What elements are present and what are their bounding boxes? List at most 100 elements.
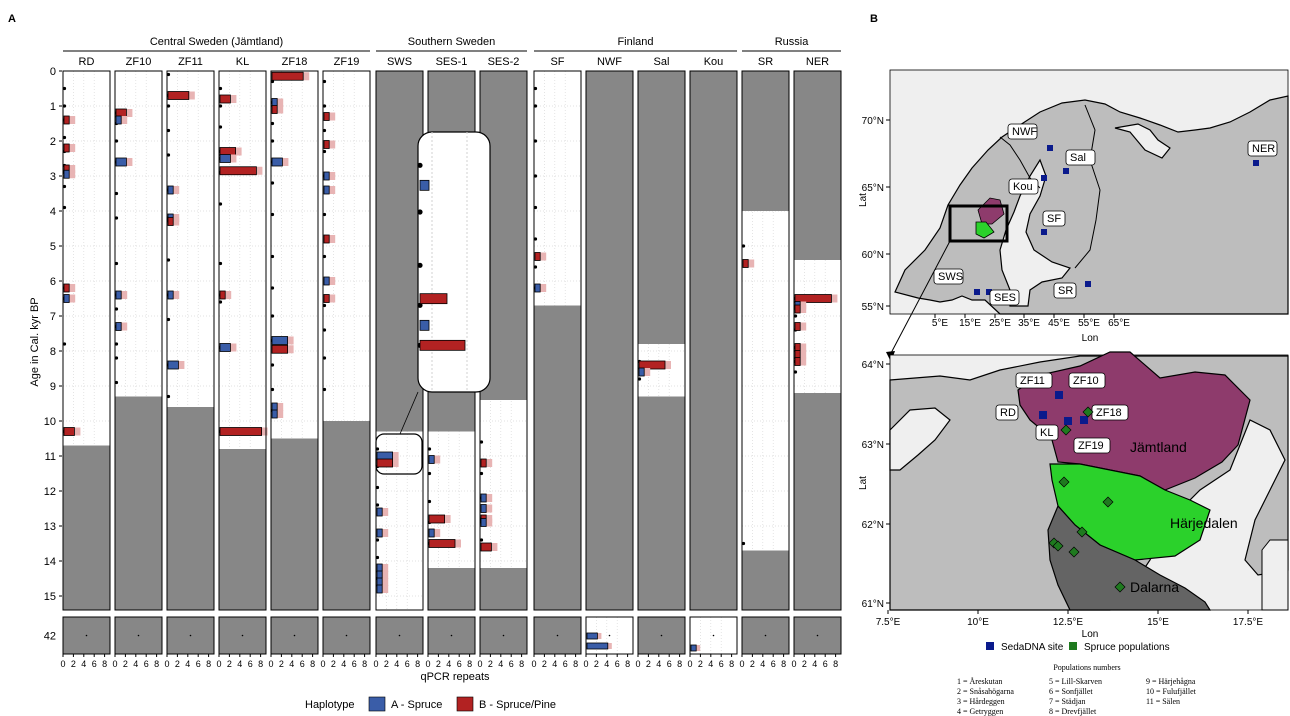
x-tick-label: 8 xyxy=(833,659,838,669)
x-tick-label: 2 xyxy=(802,659,807,669)
no-data-top-NWF xyxy=(586,71,633,610)
dt-site-label-ZF18: ZF18 xyxy=(1096,407,1122,419)
sample-point-ZF10 xyxy=(114,356,119,360)
facet-frame-Sal xyxy=(637,70,686,611)
x-tick-label: 8 xyxy=(102,659,107,669)
no-data-bottom-SES-2 xyxy=(480,568,527,610)
facet-42-frame-NWF xyxy=(585,616,634,655)
sample-point-ZF18 xyxy=(270,139,275,143)
facet-RD xyxy=(62,70,111,611)
bar-A-ZF18 xyxy=(271,336,289,345)
sample-point-ZF10 xyxy=(114,307,119,311)
zoom-bar-A xyxy=(419,179,430,191)
site-header-ZF19: ZF19 xyxy=(334,56,360,68)
x-tick-label: 4 xyxy=(237,659,242,669)
sample-point-ZF19 xyxy=(322,149,327,154)
legend-spruce-swatch xyxy=(1069,642,1077,650)
facet-42-frame-SWS xyxy=(375,616,424,655)
legend-label-a: A - Spruce xyxy=(391,699,442,711)
bar-A-ZF11 xyxy=(167,185,174,195)
bar42-A-NWF xyxy=(586,642,609,650)
no-data-bottom-KL xyxy=(219,449,266,610)
sample-point-ZF10 xyxy=(114,261,119,266)
site-header-NER: NER xyxy=(806,56,829,68)
x-tick-label: 4 xyxy=(812,659,817,669)
x-tick-label: 2 xyxy=(436,659,441,669)
region-header-3: Russia xyxy=(775,36,810,48)
spruce-population-marker xyxy=(1058,476,1070,488)
x-tick-label: 2 xyxy=(123,659,128,669)
ov-site-box-SES xyxy=(989,289,1020,306)
x-tick-label: 0 xyxy=(216,659,221,669)
y-tick-label-6: 6 xyxy=(50,276,56,288)
y-tick-label-14: 14 xyxy=(44,556,56,568)
sample-point-RD xyxy=(62,205,67,210)
bar-B-SES-1 xyxy=(428,514,446,524)
dt-site-label-RD: RD xyxy=(1000,407,1016,419)
x-tick-label: 6 xyxy=(92,659,97,669)
ov-site-box-Sal xyxy=(1065,149,1096,166)
x-tick-label: 6 xyxy=(352,659,357,669)
bar-B-SES-1 xyxy=(428,539,456,548)
ov-site-box-NER xyxy=(1247,140,1278,157)
population-item: 5 = Lill-Skarven xyxy=(1049,677,1102,686)
no-data-bottom-SF xyxy=(534,305,581,610)
sample-point-SF xyxy=(533,104,538,108)
bar-A-ZF18 xyxy=(271,157,283,167)
facet-42-Kou xyxy=(689,616,738,655)
bar-B-Sal xyxy=(638,360,666,370)
x-tick-label: 2 xyxy=(488,659,493,669)
dt-site-label-ZF10: ZF10 xyxy=(1073,375,1099,387)
x-tick-label: 4 xyxy=(133,659,138,669)
bar-A-RD xyxy=(63,169,70,179)
facet-ZF11 xyxy=(166,70,215,611)
overview-map: 5°E 15°E 25°E 35°E 45°E 55°E 65°E 70°N 65°N 60°N 5… xyxy=(862,69,1289,329)
y-tick-label-0: 0 xyxy=(50,66,56,78)
panel-a-label: A xyxy=(8,13,16,25)
ov-y-tick-label: 65°N xyxy=(862,183,884,194)
bar-A-KL xyxy=(219,154,231,163)
ov-x-tick-label: 45°E xyxy=(1048,318,1070,329)
y-tick-label-10: 10 xyxy=(44,416,56,428)
sample-point-SWS xyxy=(375,503,380,507)
bar-B-ZF19 xyxy=(323,112,330,121)
y-tick-label-3: 3 xyxy=(50,171,56,183)
facet-42-ZF11 xyxy=(166,616,215,655)
x-tick-label: 6 xyxy=(300,659,305,669)
site-header-SR: SR xyxy=(758,56,773,68)
facet-frame-ZF19 xyxy=(322,70,371,611)
sample-point-ZF19 xyxy=(322,128,327,133)
bar-A-SWS xyxy=(376,584,383,594)
bar-A-ZF18 xyxy=(271,409,278,419)
dt-site-label-ZF19: ZF19 xyxy=(1078,440,1104,452)
bar-B-NER xyxy=(794,304,801,314)
x-tick-label: 6 xyxy=(667,659,672,669)
y-tick-label-8: 8 xyxy=(50,346,56,358)
sample-point-ZF18 xyxy=(270,79,275,84)
sample-point-ZF11 xyxy=(166,72,171,77)
ov-site-box-Kou xyxy=(1008,178,1039,195)
facet-42-dot xyxy=(293,634,296,637)
ov-site-label-NER: NER xyxy=(1252,143,1275,155)
population-title: Populations numbers xyxy=(1053,663,1120,672)
facet-frame-KL xyxy=(218,70,267,611)
ov-site-marker-NER xyxy=(1253,160,1259,166)
finland-border xyxy=(1074,104,1101,269)
site-header-RD: RD xyxy=(79,56,95,68)
dt-y-tick-label: 61°N xyxy=(862,599,884,610)
no-data-bottom-SES-1 xyxy=(428,568,475,610)
harjedalen-overview xyxy=(975,221,995,239)
bar-B-NER xyxy=(794,357,801,366)
y-axis-title: Age in Cal. kyr BP xyxy=(29,297,41,386)
facet-frame-Kou xyxy=(689,70,738,611)
site-header-SWS: SWS xyxy=(387,56,412,68)
sample-point-ZF19 xyxy=(322,104,327,108)
bar-A-RD xyxy=(63,294,70,303)
facet-42-dot xyxy=(556,634,559,637)
region-header-2: Finland xyxy=(617,36,653,48)
bar-B-KL xyxy=(219,427,262,436)
x-tick-label: 2 xyxy=(750,659,755,669)
facet-42-dot xyxy=(241,634,244,637)
bar-A-SWS xyxy=(376,507,383,517)
